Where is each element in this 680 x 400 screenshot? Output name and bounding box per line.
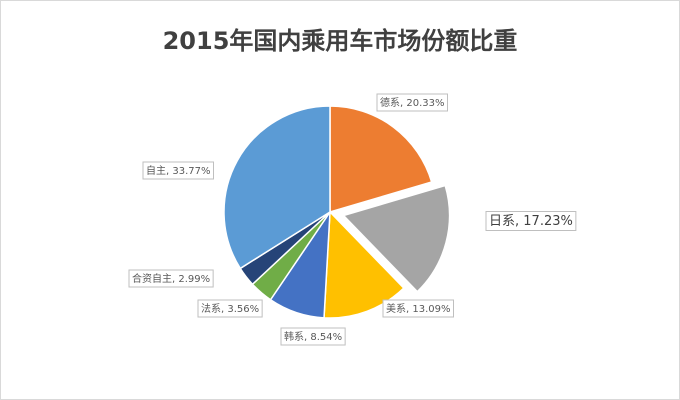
data-label-category: 自主: [146, 164, 166, 177]
pie-slice: [223, 105, 331, 270]
data-label-box: [197, 299, 263, 318]
data-label-value: 3.56%: [227, 304, 259, 315]
data-label: 美系, 13.09%: [386, 302, 451, 315]
data-label-box: [280, 327, 346, 346]
data-label: 韩系, 8.54%: [284, 330, 342, 343]
data-label-value: 2.99%: [178, 274, 210, 285]
chart-title: 2015年国内乘用车市场份额比重: [163, 27, 518, 55]
data-label-box: [128, 269, 214, 288]
pie-slice: [329, 105, 433, 214]
data-label: 法系, 3.56%: [201, 302, 259, 315]
pie-slice: [323, 210, 405, 319]
data-label: 德系, 20.33%: [380, 96, 445, 109]
data-label: 日系, 17.23%: [489, 214, 573, 229]
data-label-separator: ,: [406, 304, 412, 315]
data-label-category: 德系: [380, 96, 400, 109]
data-label: 自主, 33.77%: [146, 164, 211, 177]
data-label: 合资自主, 2.99%: [132, 272, 210, 285]
data-label-separator: ,: [172, 274, 178, 285]
data-label-category: 韩系: [284, 330, 304, 343]
data-label-box: [485, 211, 577, 231]
data-label-separator: ,: [515, 214, 523, 229]
data-label-box: [382, 299, 454, 318]
data-label-category: 日系: [489, 214, 515, 229]
data-label-category: 美系: [386, 302, 406, 315]
data-label-value: 8.54%: [310, 332, 342, 343]
data-label-value: 17.23%: [523, 214, 573, 229]
data-label-separator: ,: [221, 304, 227, 315]
data-label-separator: ,: [400, 98, 406, 109]
data-label-box: [376, 93, 448, 112]
data-label-category: 法系: [201, 302, 221, 315]
data-label-separator: ,: [304, 332, 310, 343]
pie-slice: [342, 184, 451, 293]
data-label-value: 13.09%: [412, 304, 450, 315]
data-label-category: 合资自主: [132, 272, 172, 285]
data-label-box: [142, 161, 214, 180]
data-label-separator: ,: [166, 166, 172, 177]
data-label-value: 33.77%: [172, 166, 210, 177]
data-label-value: 20.33%: [406, 98, 444, 109]
